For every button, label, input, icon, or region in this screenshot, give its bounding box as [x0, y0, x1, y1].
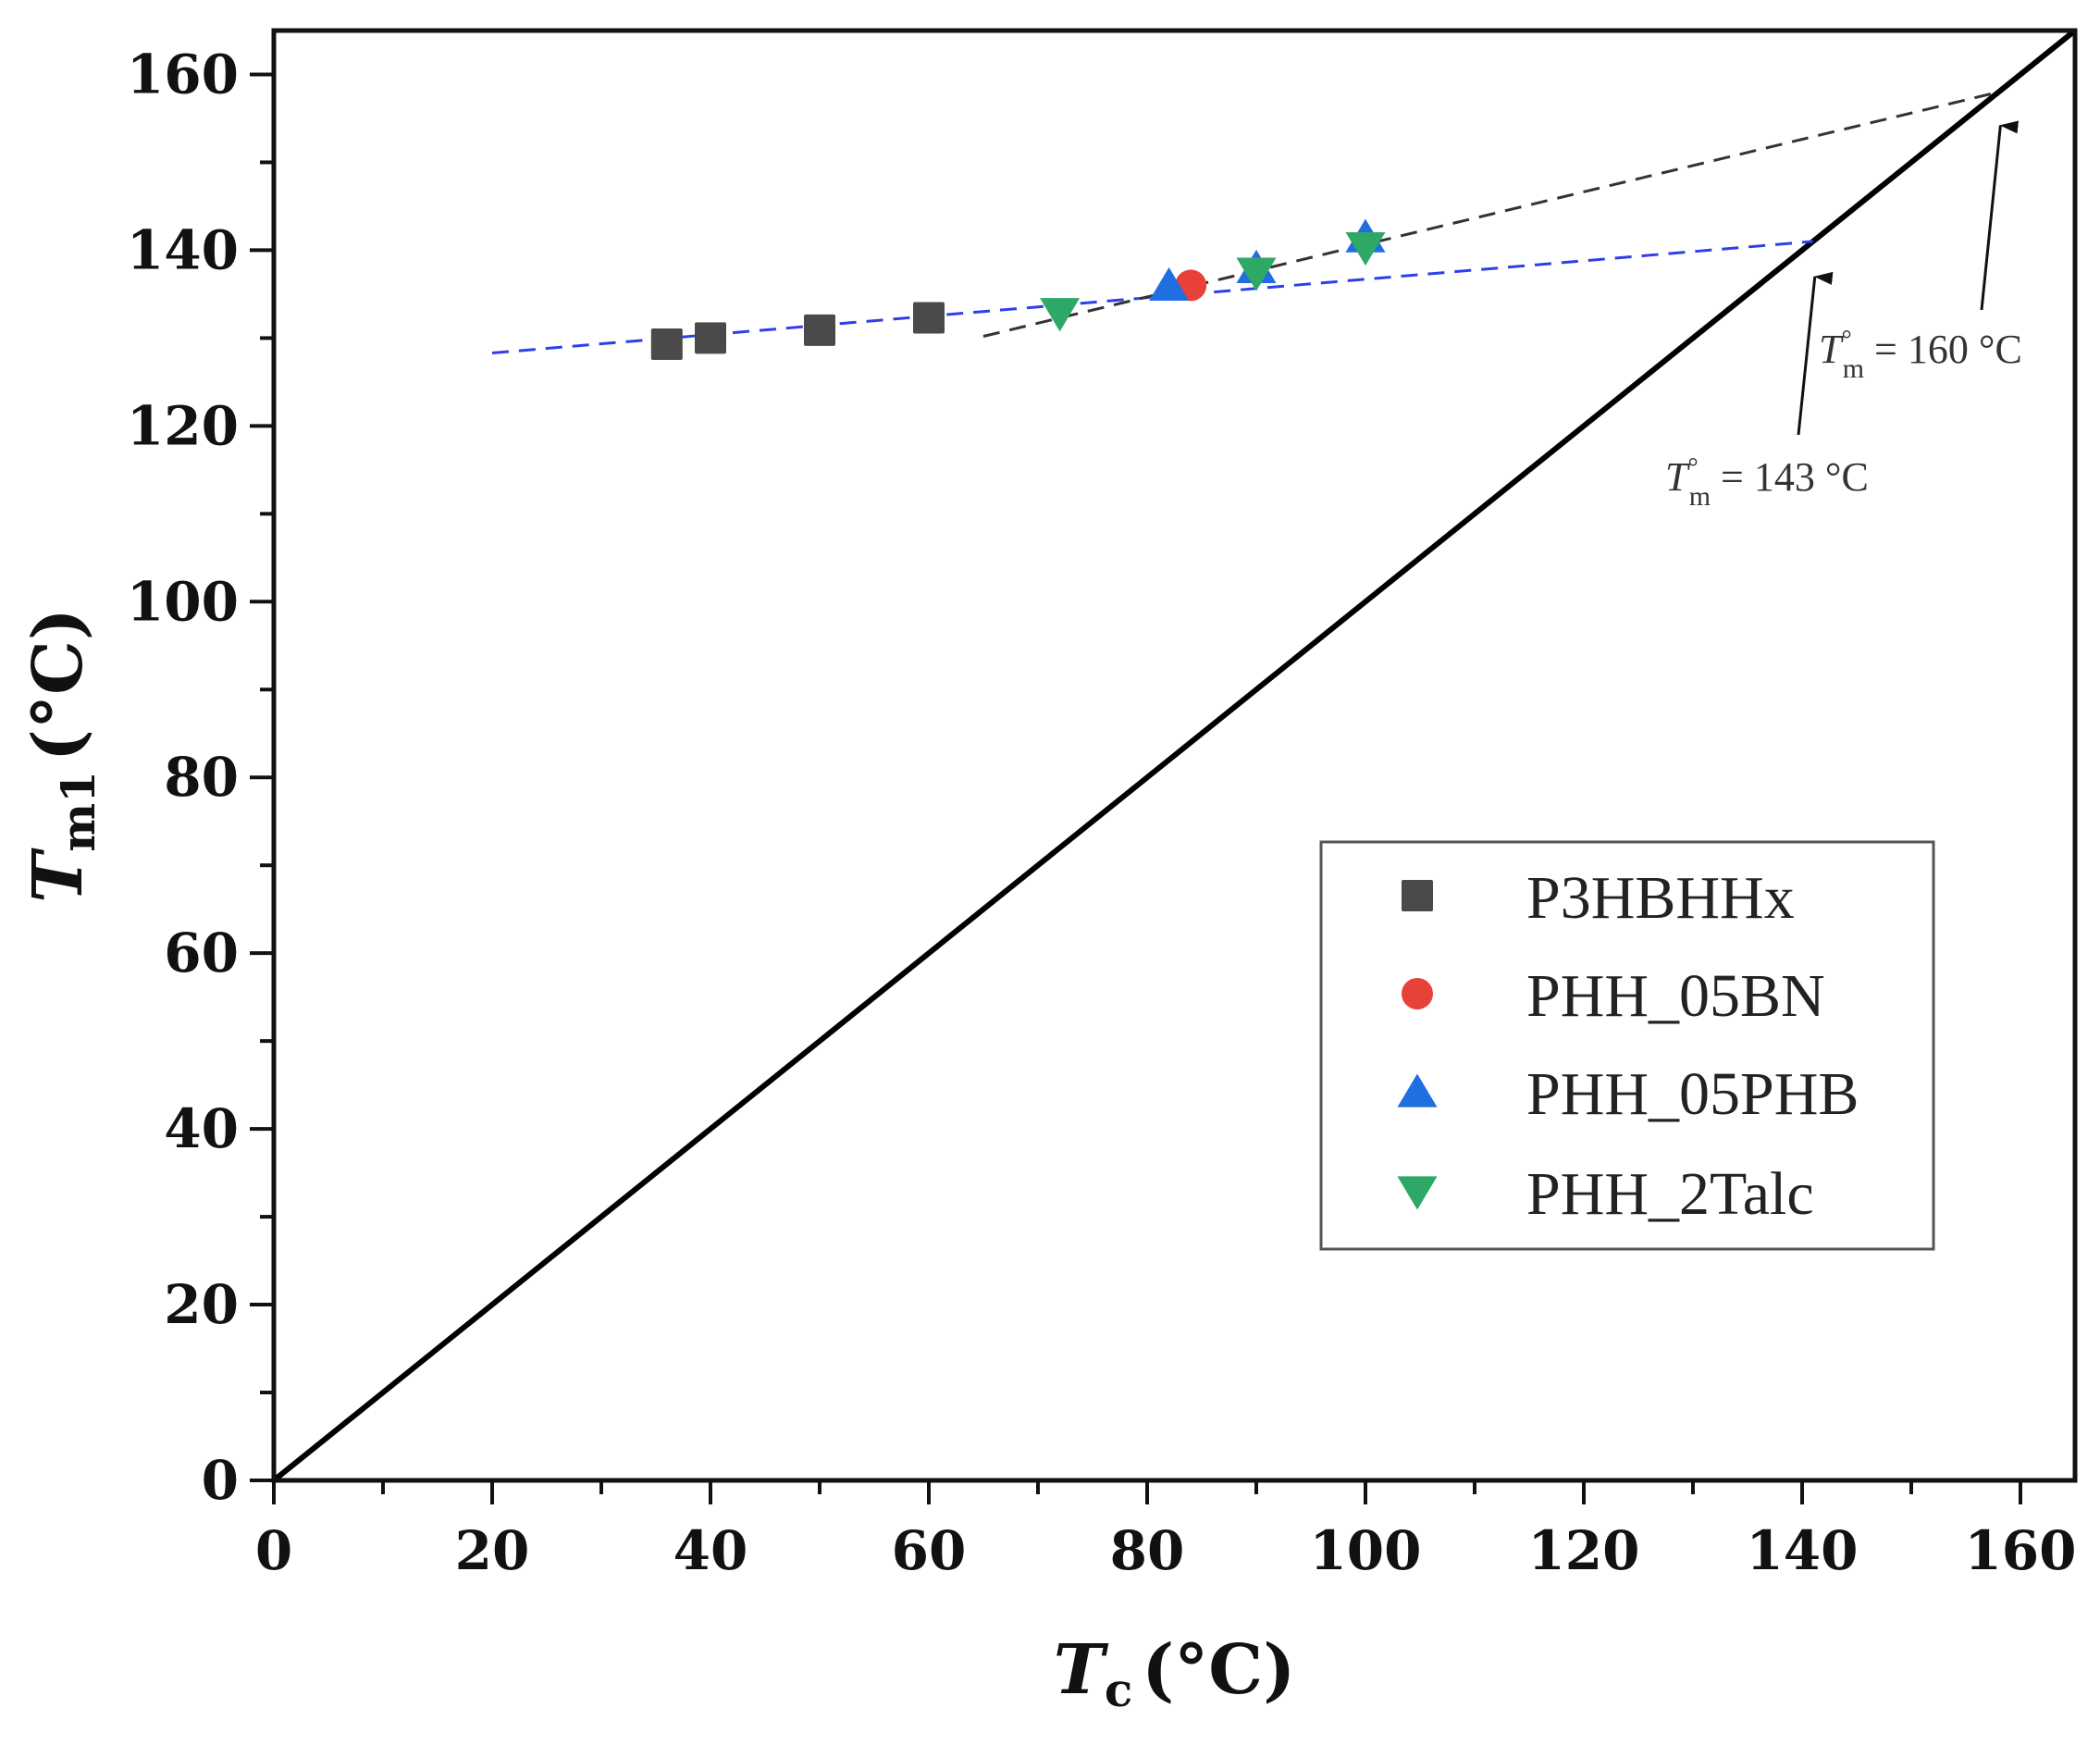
legend-label: PHH_05PHB — [1526, 1060, 1859, 1128]
data-point-p3hbhhx — [804, 314, 835, 346]
x-axis-title-main: T — [1054, 1630, 1109, 1710]
y-tick-label: 80 — [164, 746, 239, 809]
x-tick-label: 120 — [1527, 1519, 1639, 1582]
data-point-phh-2talc — [1345, 231, 1386, 266]
reference-line-tm-tc — [272, 28, 2077, 1483]
data-point-p3hbhhx — [695, 322, 726, 354]
x-tick-label: 100 — [1309, 1519, 1421, 1582]
x-tick-label: 140 — [1746, 1519, 1858, 1582]
y-tick-label: 0 — [202, 1449, 239, 1512]
y-axis-title-unit: (°C) — [19, 608, 98, 761]
y-tick-label: 140 — [127, 218, 239, 281]
annotation-text-143: T° m = 143 °C — [1665, 453, 1869, 512]
y-tick-label: 40 — [164, 1097, 239, 1160]
y-tick-label: 60 — [164, 922, 239, 984]
y-tick-label: 120 — [127, 394, 239, 457]
x-tick-label: 160 — [1964, 1519, 2076, 1582]
x-axis-title-unit: (°C) — [1142, 1630, 1295, 1710]
y-axis-title-main: T — [19, 848, 98, 903]
legend-item-p3hbhhx: P3HBHHx — [1402, 864, 1795, 932]
legend-marker — [1402, 880, 1433, 911]
legend: P3HBHHx PHH_05BN PHH_05PHB PHH_2Talc — [1319, 840, 1935, 1251]
x-tick-label: 80 — [1110, 1519, 1185, 1582]
annotation-arrow-160 — [1980, 120, 2020, 311]
legend-marker — [1397, 1073, 1438, 1108]
y-tick-label: 20 — [164, 1273, 239, 1336]
legend-item-phh-2talc: PHH_2Talc — [1397, 1160, 1814, 1228]
data-point-p3hbhhx — [650, 328, 683, 361]
legend-label: P3HBHHx — [1526, 864, 1795, 932]
data-point-phh-05phb — [1149, 266, 1190, 302]
annotation-tm-143: T° m = 143 °C — [1665, 271, 1869, 512]
data-point-phh-2talc — [1040, 298, 1081, 332]
annotation-tm-160: T° m = 160 °C — [1819, 120, 2022, 384]
legend-marker — [1402, 978, 1433, 1009]
legend-item-phh-05bn: PHH_05BN — [1402, 962, 1825, 1030]
x-axis-title-sub: c — [1105, 1663, 1132, 1717]
y-axis-title: Tm1 (°C) — [19, 608, 105, 903]
x-tick-label: 60 — [892, 1519, 967, 1582]
x-tick-label: 0 — [255, 1519, 292, 1582]
annotation-text-160: T° m = 160 °C — [1819, 326, 2022, 384]
x-axis-title: Tc (°C) — [1054, 1630, 1295, 1717]
legend-label: PHH_05BN — [1526, 962, 1825, 1030]
reference-lines — [272, 28, 2077, 1483]
legend-marker — [1397, 1176, 1438, 1210]
annotations: T° m = 160 °C T° m = 143 °C — [1665, 120, 2022, 512]
y-tick-label: 100 — [127, 570, 239, 633]
y-axis-title-sub: m1 — [51, 771, 105, 852]
y-tick-label: 160 — [127, 43, 239, 105]
legend-label: PHH_2Talc — [1526, 1160, 1814, 1228]
plot-frame — [271, 28, 2078, 1483]
legend-item-phh-05phb: PHH_05PHB — [1397, 1060, 1859, 1128]
tick-labels: 0 20 40 60 80 100 120 140 160 0 20 40 60 80 100 120 140 1… — [127, 43, 2077, 1582]
x-tick-label: 40 — [673, 1519, 748, 1582]
data-point-p3hbhhx — [913, 302, 945, 334]
data-point-phh-2talc — [1236, 257, 1277, 291]
annotation-arrow-143 — [1797, 271, 1834, 436]
x-tick-label: 20 — [455, 1519, 530, 1582]
data-points — [650, 218, 1386, 361]
